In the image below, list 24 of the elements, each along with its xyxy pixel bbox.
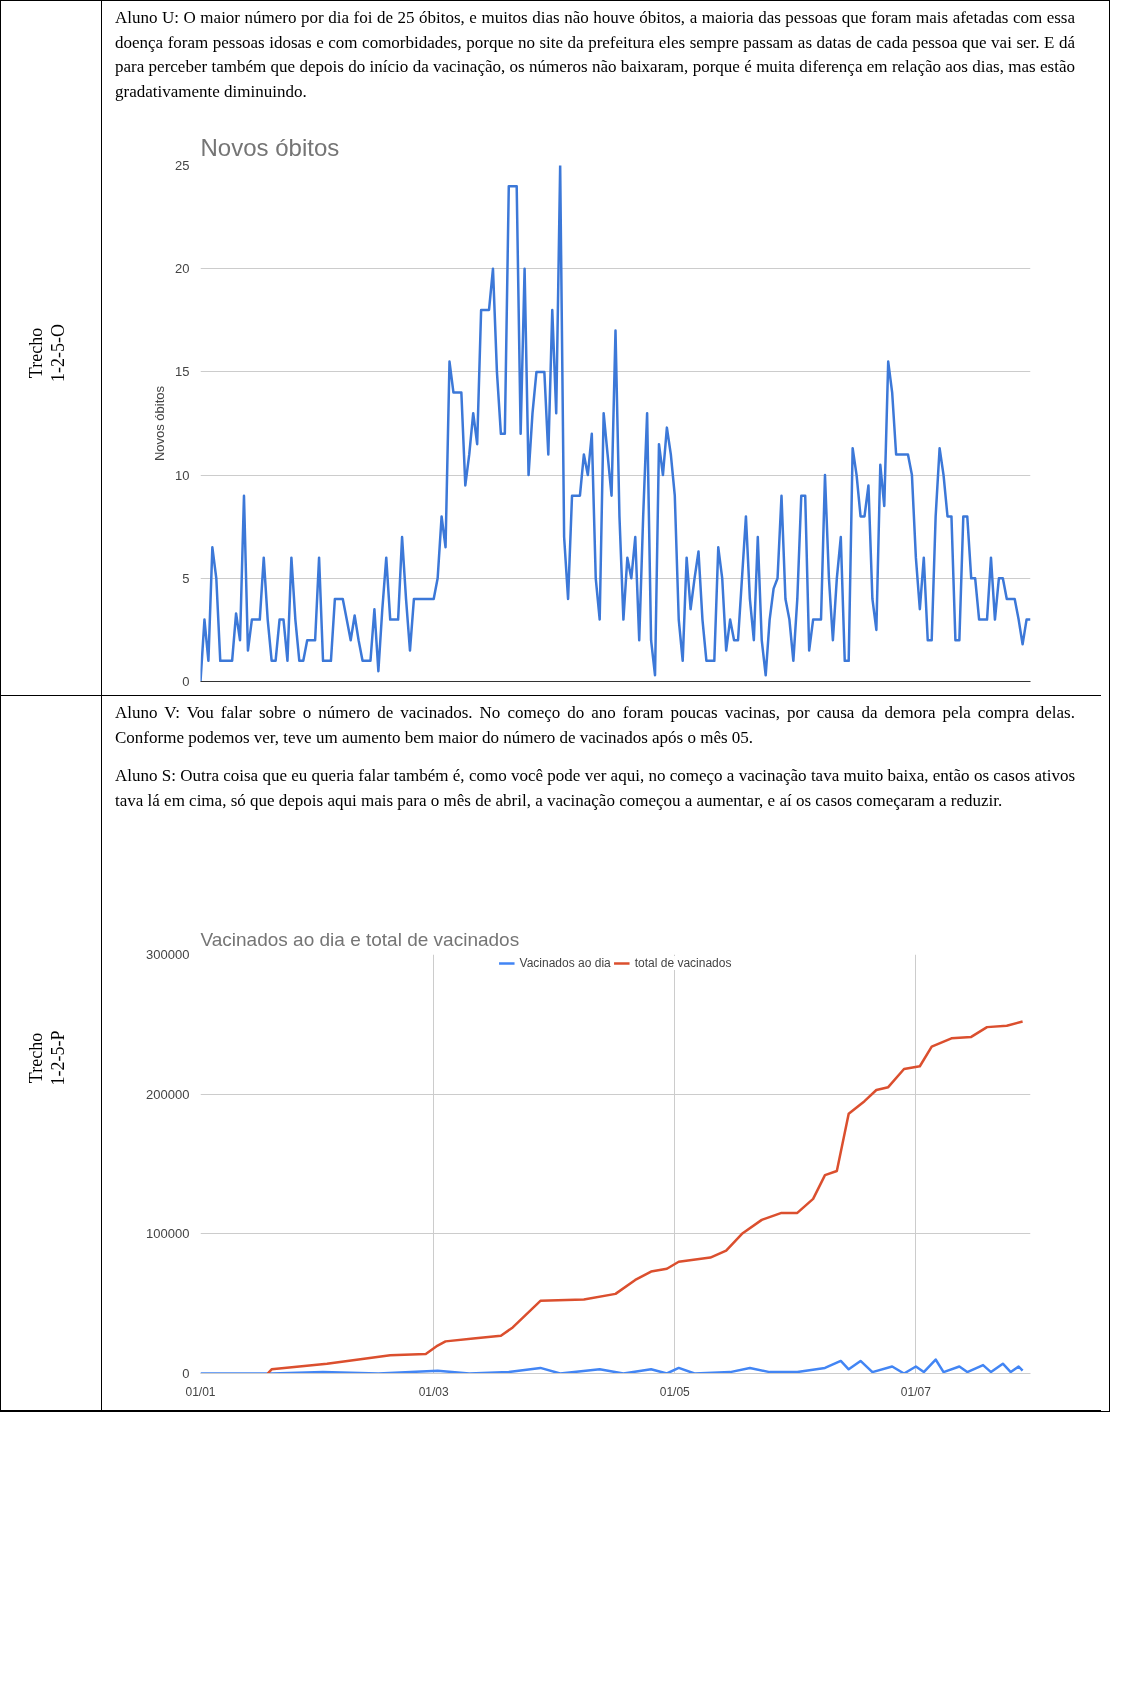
y-tick-label: 20 <box>175 261 190 277</box>
x-tick-label: 01/05 <box>659 1384 691 1399</box>
text: Trecho 1-2-5-O <box>26 324 69 382</box>
text: Trecho 1-2-5-P <box>26 1030 69 1086</box>
x-tick-label: 01/07 <box>900 1384 932 1399</box>
y-tick-label: 0 <box>182 1366 190 1381</box>
y-axis-title: Novos óbitos <box>152 385 168 462</box>
x-tick-label: 01/01 <box>185 1384 216 1399</box>
legend-label: total de vacinados <box>634 956 732 970</box>
y-tick-label: 200000 <box>146 1086 190 1102</box>
text: Aluno S: Outra coisa que eu queria falar também é, como você pode ver aqui, no começo a vacinação tava muito baixa, então os casos ativos tava lá em cima, só que depois aqui mais para o mês de abril, a vacinação começou a aumentar, e aí os casos começaram a reduzir. <box>115 765 1075 812</box>
chart-title: Novos óbitos <box>200 133 340 161</box>
y-tick-label: 0 <box>182 674 190 689</box>
legend-label: Vacinados ao dia <box>519 956 611 970</box>
y-tick-label: 25 <box>175 158 190 173</box>
text: Aluno U: O maior número por dia foi de 25 óbitos, e muitos dias não houve óbitos, a maioria das pessoas que foram mais afetadas com essa doença foram pessoas idosas e com comorbidades, porque no site da prefeitura eles sempre passam as datas de cada pessoa que vai ser. E dá para perceber também que depois do início da vacinação, os números não baixaram, porque é muita diferença em relação aos dias, mas estão gradativamente diminuindo. <box>115 7 1075 103</box>
y-tick-label: 100000 <box>146 1226 190 1242</box>
x-tick-label: 01/03 <box>418 1384 450 1399</box>
text: Aluno V: Vou falar sobre o número de vacinados. No começo do ano foram poucas vacinas, por causa da demora pela compra delas. Conforme podemos ver, teve um aumento bem maior do número de vacinados após o mês 05. <box>115 702 1075 749</box>
chart-title: Vacinados ao dia e total de vacinados <box>200 928 520 950</box>
y-tick-label: 300000 <box>146 947 190 962</box>
y-tick-label: 15 <box>175 364 190 380</box>
y-tick-label: 10 <box>175 467 190 483</box>
y-tick-label: 5 <box>182 570 190 586</box>
